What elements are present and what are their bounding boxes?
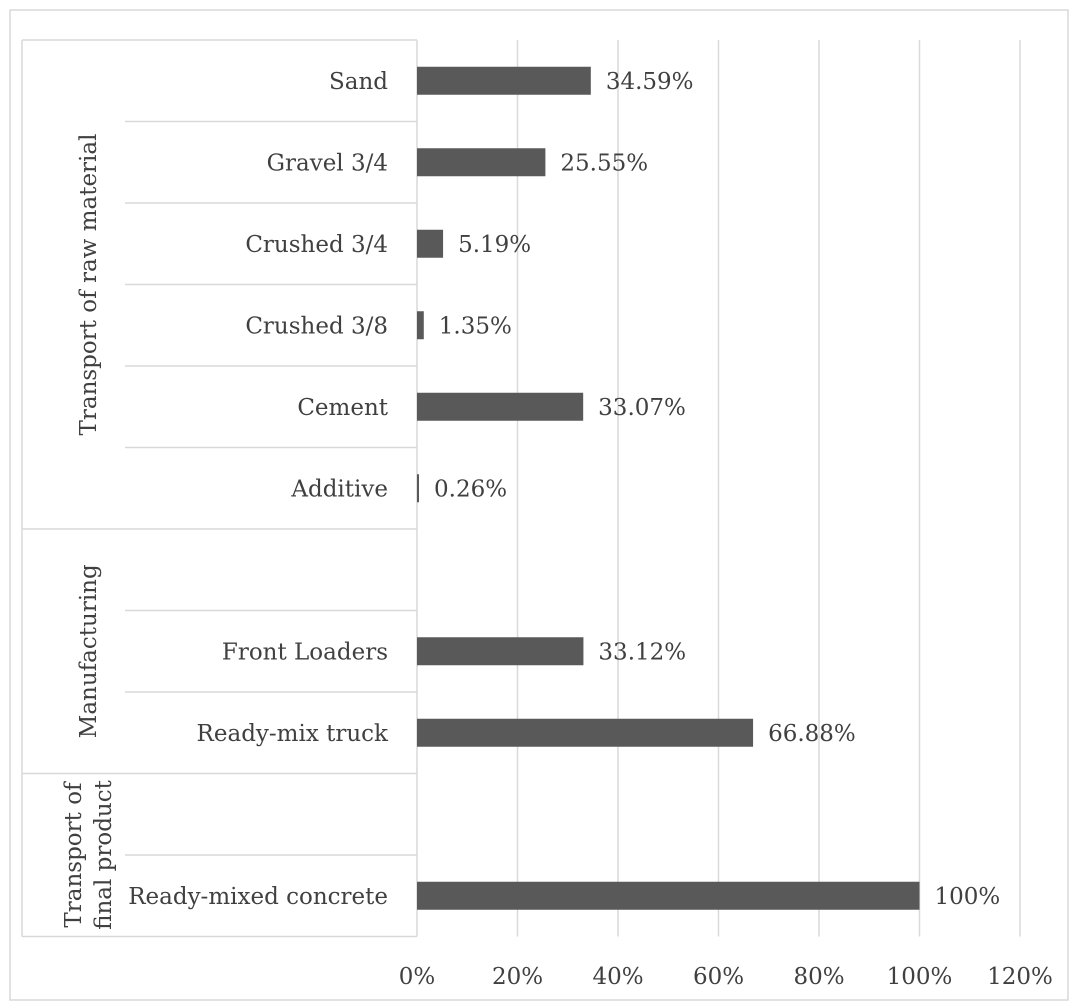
bar [417, 637, 584, 666]
category-label: Additive [290, 476, 388, 502]
bar [417, 392, 584, 421]
category-label: Crushed 3/4 [245, 232, 388, 258]
bar [417, 311, 424, 340]
category-dividers [21, 39, 417, 938]
category-label: Front Loaders [222, 639, 388, 665]
x-tick-label: 80% [793, 964, 844, 990]
group-label: Manufacturing [76, 564, 102, 738]
group-label: Transport of raw material [76, 134, 102, 436]
category-label: Ready-mixed concrete [128, 884, 388, 910]
category-label: Ready-mix truck [197, 721, 390, 747]
bar [417, 229, 444, 258]
data-labels: 34.59% 25.55% 5.19% 1.35% 33.07% 0.26% 33.12% 6… [434, 69, 1000, 910]
category-label: Gravel 3/4 [267, 150, 388, 176]
bar [417, 881, 920, 910]
bars [417, 66, 920, 910]
data-label: 25.55% [560, 150, 648, 176]
category-labels: Sand Gravel 3/4 Crushed 3/4 Crushed 3/8 Ceme… [128, 69, 389, 910]
data-label: 1.35% [439, 313, 512, 339]
bar [417, 66, 591, 95]
x-tick-label: 20% [492, 964, 543, 990]
x-tick-label: 100% [887, 964, 953, 990]
x-tick-label: 40% [592, 964, 643, 990]
gridlines [416, 40, 1021, 937]
bar [417, 148, 546, 177]
group-label: final product [91, 779, 117, 930]
data-label: 66.88% [768, 721, 856, 747]
group-label: Transport of [61, 781, 87, 928]
data-label: 5.19% [458, 232, 531, 258]
data-label: 0.26% [434, 476, 507, 502]
data-label: 33.07% [598, 395, 686, 421]
x-tick-label: 0% [399, 964, 436, 990]
x-tick-label: 120% [987, 964, 1053, 990]
category-label: Cement [297, 395, 388, 421]
category-label: Sand [329, 69, 388, 95]
group-labels: Transport of raw material Manufacturing Tr… [61, 134, 117, 930]
category-label: Crushed 3/8 [245, 313, 388, 339]
data-label: 34.59% [606, 69, 694, 95]
data-label: 33.12% [598, 639, 686, 665]
data-label: 100% [935, 884, 1001, 910]
x-tick-label: 60% [693, 964, 744, 990]
x-axis-tick-labels: 0% 20% 40% 60% 80% 100% 120% [399, 964, 1053, 990]
bar [417, 474, 419, 503]
bar [417, 718, 754, 747]
